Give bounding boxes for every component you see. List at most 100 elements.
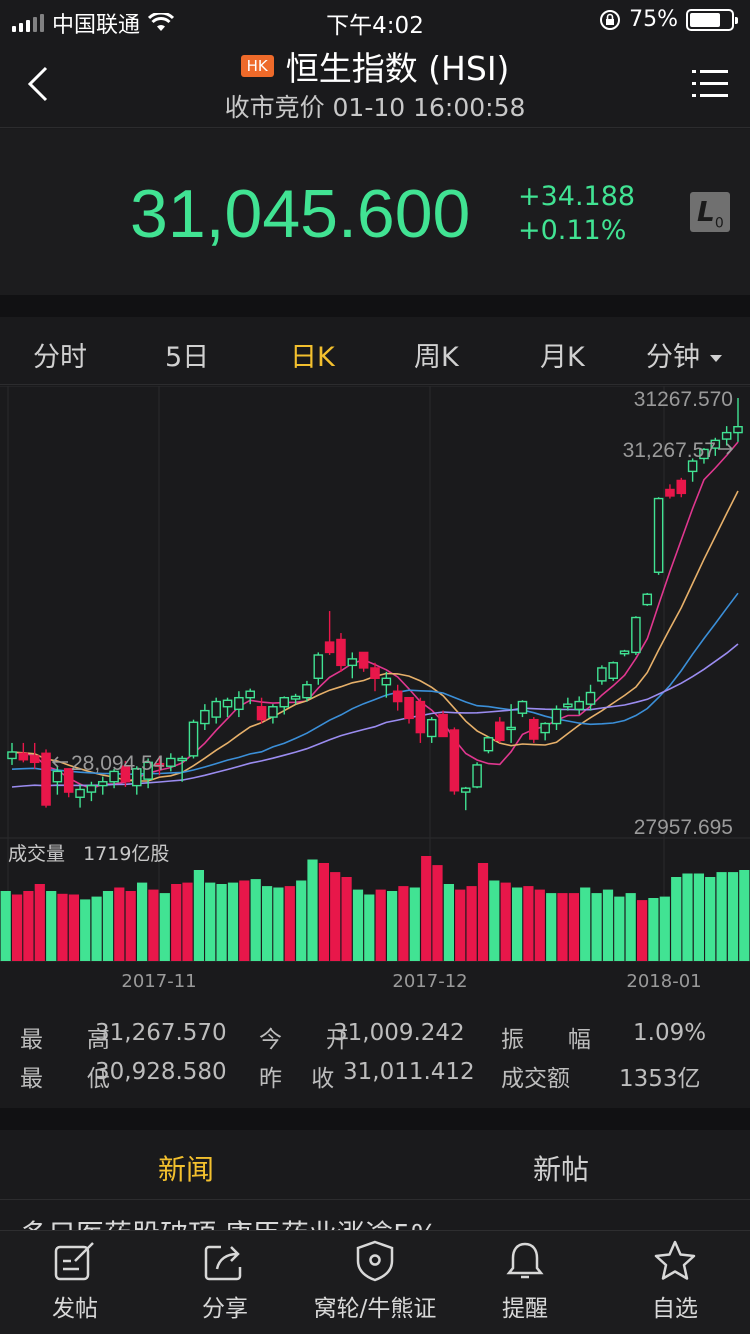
volume-bar: [648, 898, 659, 961]
candle-body: [75, 788, 85, 798]
level-badge-sub: 0: [714, 215, 724, 232]
candle: [109, 768, 119, 789]
x-tick-label: 2018-01: [626, 971, 701, 992]
volume-bar: [318, 863, 329, 961]
max-price-marker: 31,267.57: [623, 439, 734, 462]
bottom-toolbar: 发帖 分享 窝轮/牛熊证 提醒 自选: [0, 1230, 750, 1334]
candle-body: [245, 690, 256, 699]
tab-news[interactable]: 新闻: [158, 1153, 215, 1186]
tab-minute[interactable]: 分钟: [646, 335, 722, 374]
candle-body: [494, 721, 505, 742]
candle: [200, 704, 210, 731]
volume-bar: [489, 880, 500, 961]
star-icon: [654, 1240, 696, 1280]
candle-body: [517, 700, 528, 714]
candle-body: [619, 650, 630, 655]
candle: [177, 755, 187, 782]
candle-body: [415, 700, 426, 734]
volume-bar: [137, 882, 148, 961]
alert-button[interactable]: 提醒: [455, 1239, 595, 1323]
volume-bar: [546, 893, 557, 961]
candle-body: [120, 765, 131, 783]
candle: [166, 753, 176, 772]
turnover-label: 成交额: [501, 1066, 570, 1092]
x-tick-label: 2017-12: [392, 971, 467, 992]
candle: [642, 592, 653, 606]
share-button[interactable]: 分享: [155, 1239, 295, 1323]
low-value: 30,928.580: [95, 1059, 227, 1085]
section-divider: [0, 1108, 750, 1130]
kline-chart[interactable]: 31267.570 27957.695 31,267.57 28,094.54 …: [0, 386, 750, 996]
volume-bar: [91, 896, 102, 961]
post-button[interactable]: 发帖: [5, 1239, 145, 1323]
news-headline[interactable]: 多只医药股破顶 康臣药业涨逾5%: [20, 1210, 740, 1232]
candle-body: [131, 768, 142, 787]
candle: [41, 749, 51, 808]
volume-bar: [602, 889, 614, 961]
candle: [426, 717, 437, 743]
candle: [551, 705, 562, 731]
volume-label: 成交量: [8, 843, 65, 865]
candle-body: [449, 729, 460, 792]
chart-grid: [0, 386, 750, 962]
candle-body: [109, 770, 119, 783]
candle-body: [41, 752, 51, 806]
high-label: 最 高: [20, 1027, 110, 1053]
volume-bar: [375, 889, 386, 961]
candle-body: [710, 439, 721, 449]
candle-body: [426, 718, 437, 738]
moving-averages: [11, 441, 739, 790]
volume-bar: [523, 886, 534, 961]
tab-monthly-k[interactable]: 月K: [540, 342, 585, 373]
volume-bar: [477, 863, 489, 961]
tab-5day[interactable]: 5日: [165, 342, 210, 373]
candle: [324, 611, 335, 656]
candle-body: [222, 699, 233, 708]
candle: [358, 651, 369, 672]
candle-body: [597, 667, 607, 682]
candle-body: [642, 593, 653, 606]
ma10-line: [11, 490, 739, 782]
candle: [597, 665, 607, 685]
volume-bar: [216, 884, 227, 961]
volume-bar: [227, 882, 239, 961]
volume-bar: [659, 896, 670, 961]
y-axis-max-label: 31267.570: [634, 388, 733, 411]
candle-body: [653, 497, 664, 573]
volume-bar: [432, 865, 443, 961]
candle-body: [460, 787, 471, 793]
candle: [256, 697, 267, 724]
level-badge[interactable]: L0: [690, 192, 730, 232]
candle: [574, 696, 584, 715]
volume-bar: [102, 891, 114, 961]
tab-weekly-k[interactable]: 周K: [414, 342, 459, 373]
alert-label: 提醒: [502, 1296, 548, 1322]
menu-icon[interactable]: [692, 68, 728, 100]
ma5-line: [11, 441, 739, 790]
candle-body: [563, 703, 573, 708]
candle: [302, 680, 312, 702]
tab-daily-k[interactable]: 日K: [290, 342, 335, 373]
candle-body: [699, 448, 709, 460]
candle-body: [86, 784, 97, 793]
back-icon[interactable]: [22, 62, 62, 106]
volume-bar: [512, 887, 523, 961]
watchlist-button[interactable]: 自选: [605, 1239, 745, 1323]
candle: [120, 761, 131, 787]
candle-body: [279, 696, 290, 708]
tab-new-posts[interactable]: 新帖: [533, 1153, 590, 1186]
candle: [381, 671, 392, 698]
market-status: 收市竞价 01-10 16:00:58: [224, 93, 526, 122]
tab-intraday[interactable]: 分时: [33, 342, 87, 373]
warrants-button[interactable]: 窝轮/牛熊证: [305, 1239, 445, 1323]
candle-body: [7, 751, 17, 760]
volume-bar: [557, 893, 568, 961]
candle: [290, 693, 301, 705]
candle: [665, 484, 675, 499]
candle: [619, 649, 630, 657]
candle-body: [631, 616, 641, 654]
page-title: 恒生指数 (HSI): [285, 49, 510, 88]
candle-body: [381, 677, 392, 686]
share-icon: [204, 1245, 242, 1281]
x-tick-label: 2017-11: [121, 971, 196, 992]
